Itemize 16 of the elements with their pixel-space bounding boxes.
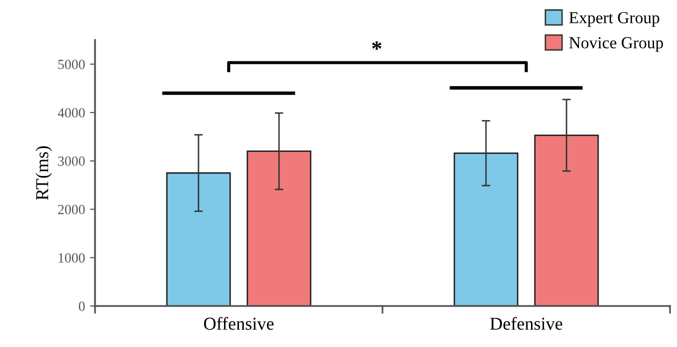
x-tick-label: Offensive (204, 316, 274, 330)
bar (246, 150, 312, 306)
y-axis-title: RT(ms) (36, 146, 52, 200)
x-tick-label: Defensive (490, 316, 562, 330)
y-tick-label: 4000 (58, 108, 85, 118)
y-tick-label: 0 (78, 302, 85, 311)
y-tick-label: 2000 (58, 204, 85, 214)
y-tick-label: 3000 (58, 156, 85, 166)
bar (166, 172, 231, 306)
annotation: * (372, 41, 382, 50)
bar (454, 152, 518, 306)
legend-label: Expert Group (569, 12, 660, 27)
legend-label: Novice Group (569, 37, 663, 52)
bar (534, 134, 599, 306)
y-tick-label: 1000 (58, 253, 85, 263)
y-tick-label: 5000 (58, 60, 85, 70)
